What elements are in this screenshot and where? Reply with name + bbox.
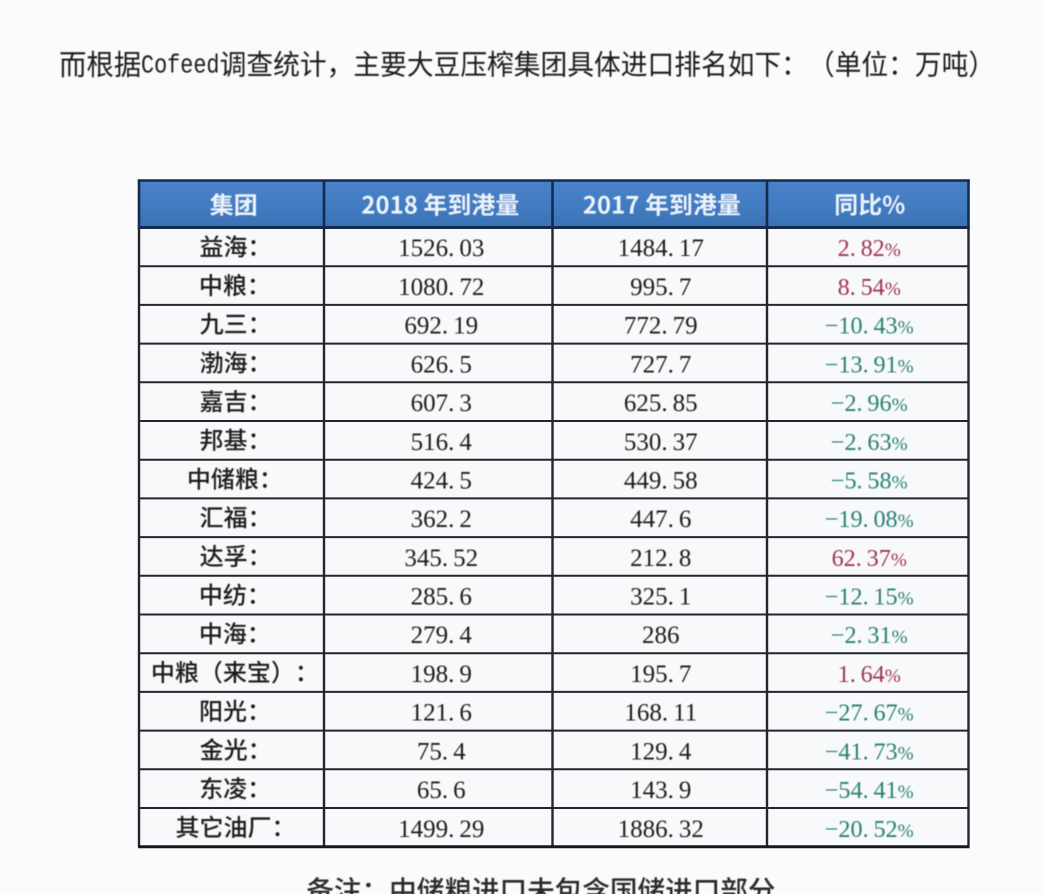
- svg-text:447. 6: 447. 6: [630, 506, 691, 533]
- svg-text:−2. 31%: −2. 31%: [831, 622, 908, 649]
- svg-text:−19. 08%: −19. 08%: [825, 506, 914, 533]
- svg-text:1499. 29: 1499. 29: [398, 816, 484, 843]
- svg-text:626. 5: 626. 5: [411, 351, 472, 378]
- svg-text:62. 37%: 62. 37%: [832, 545, 907, 572]
- svg-text:121. 6: 121. 6: [411, 700, 472, 727]
- svg-text:1. 64%: 1. 64%: [838, 661, 901, 688]
- svg-text:168. 11: 168. 11: [624, 700, 697, 727]
- svg-text:727. 7: 727. 7: [630, 351, 691, 378]
- svg-text:325. 1: 325. 1: [630, 584, 691, 611]
- svg-text:212. 8: 212. 8: [630, 545, 691, 572]
- svg-text:−2. 96%: −2. 96%: [831, 390, 908, 417]
- svg-text:530. 37: 530. 37: [624, 429, 698, 456]
- svg-text:−5. 58%: −5. 58%: [831, 467, 908, 494]
- svg-text:1080. 72: 1080. 72: [398, 274, 484, 301]
- svg-text:625. 85: 625. 85: [624, 390, 698, 417]
- svg-text:362. 2: 362. 2: [411, 506, 472, 533]
- svg-text:−10. 43%: −10. 43%: [825, 313, 914, 340]
- svg-text:−27. 67%: −27. 67%: [825, 700, 914, 727]
- svg-text:−54. 41%: −54. 41%: [825, 777, 914, 804]
- svg-text:75. 4: 75. 4: [417, 738, 466, 765]
- svg-text:449. 58: 449. 58: [624, 467, 698, 494]
- svg-text:1484. 17: 1484. 17: [618, 235, 704, 262]
- svg-text:279. 4: 279. 4: [411, 622, 473, 649]
- svg-text:1526. 03: 1526. 03: [398, 235, 484, 262]
- svg-text:2. 82%: 2. 82%: [838, 235, 901, 262]
- svg-text:772. 79: 772. 79: [624, 313, 698, 340]
- svg-text:516. 4: 516. 4: [411, 429, 473, 456]
- svg-text:65. 6: 65. 6: [417, 777, 466, 804]
- svg-text:−41. 73%: −41. 73%: [825, 738, 914, 765]
- svg-text:1886. 32: 1886. 32: [618, 816, 704, 843]
- svg-text:424. 5: 424. 5: [411, 467, 472, 494]
- svg-text:−13. 91%: −13. 91%: [825, 351, 914, 378]
- svg-text:995. 7: 995. 7: [630, 274, 691, 301]
- svg-text:198. 9: 198. 9: [411, 661, 472, 688]
- svg-text:195. 7: 195. 7: [630, 661, 691, 688]
- svg-text:−2. 63%: −2. 63%: [831, 429, 908, 456]
- svg-text:143. 9: 143. 9: [630, 777, 691, 804]
- svg-text:345. 52: 345. 52: [404, 545, 478, 572]
- svg-text:8. 54%: 8. 54%: [838, 274, 901, 301]
- svg-text:692. 19: 692. 19: [404, 313, 478, 340]
- svg-text:286: 286: [642, 622, 680, 649]
- svg-text:129. 4: 129. 4: [630, 738, 692, 765]
- svg-text:Cofeed: Cofeed: [141, 52, 220, 81]
- svg-text:−12. 15%: −12. 15%: [825, 584, 914, 611]
- svg-text:607. 3: 607. 3: [411, 390, 472, 417]
- svg-text:285. 6: 285. 6: [411, 584, 472, 611]
- svg-text:−20. 52%: −20. 52%: [825, 816, 914, 843]
